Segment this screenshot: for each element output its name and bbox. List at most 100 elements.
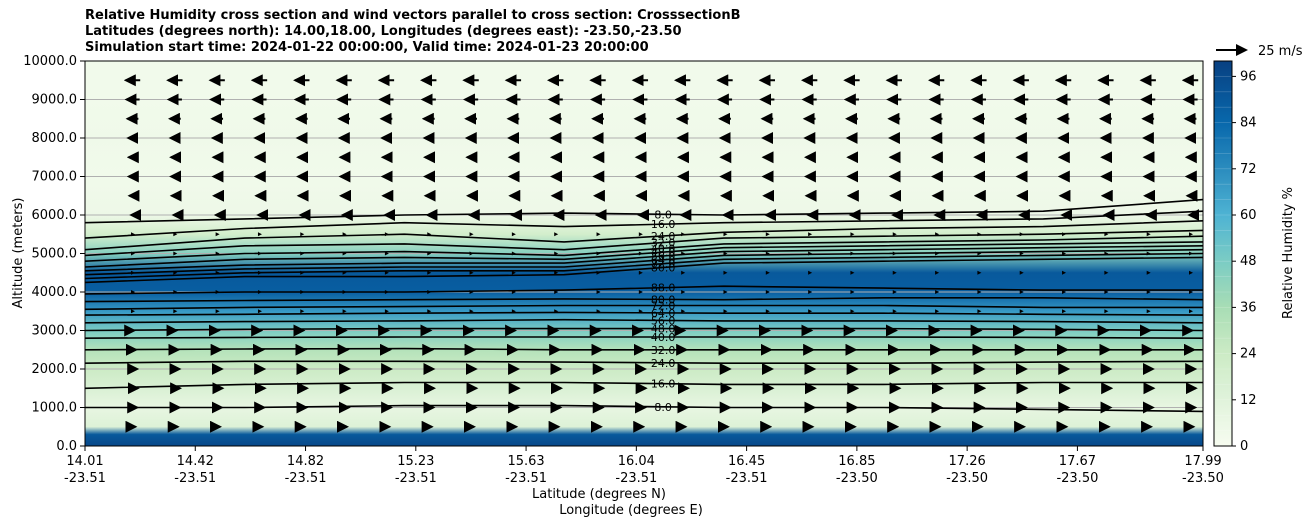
contour-line	[85, 248, 1203, 276]
wind-vector	[384, 232, 389, 237]
contour-line	[85, 336, 1203, 339]
contour-line	[85, 241, 1203, 268]
wind-vector	[1189, 309, 1193, 314]
wind-vector	[131, 251, 135, 256]
colorbar-tick-label: 84	[1240, 116, 1257, 131]
contour-line	[85, 285, 1203, 295]
x-tick-label-lon: -23.51	[505, 471, 547, 486]
wind-vector	[808, 309, 813, 314]
wind-vector	[215, 232, 220, 237]
colorbar-tick-label: 72	[1240, 162, 1257, 177]
contour-line	[85, 318, 1203, 324]
wind-vector	[638, 251, 643, 256]
wind-vector	[173, 309, 178, 314]
contour-label: 48.0	[651, 323, 676, 336]
colorbar-tick-label: 0	[1240, 439, 1248, 454]
colorbar-tick-label: 48	[1240, 254, 1257, 269]
wind-vector	[596, 270, 601, 275]
y-tick-label: 4000.0	[32, 285, 78, 300]
y-tick-label: 7000.0	[32, 170, 78, 185]
contour-label: 88.0	[651, 282, 676, 295]
wind-vector	[1146, 270, 1151, 275]
contour-label: 16.0	[651, 378, 676, 391]
wind-vector	[511, 251, 516, 256]
wind-vector	[850, 251, 855, 256]
wind-vector	[131, 270, 135, 275]
x-tick-label-lat: 15.63	[507, 454, 544, 469]
contour-label: 40.0	[651, 242, 676, 255]
contour-label: 32.0	[651, 236, 676, 249]
wind-vector	[1146, 290, 1151, 294]
wind-vector	[1062, 290, 1067, 294]
y-tick-label: 0.0	[56, 439, 77, 454]
wind-vector	[427, 270, 432, 275]
contour-line	[85, 229, 1203, 257]
x-tick-label-lat: 17.26	[949, 454, 986, 469]
wind-vector	[681, 270, 686, 275]
wind-vector	[215, 251, 220, 256]
wind-vector	[511, 270, 516, 275]
wind-vector	[765, 290, 770, 294]
wind-vector	[342, 232, 347, 237]
wind-vector	[384, 251, 389, 256]
x-tick-label-lon: -23.50	[1182, 471, 1224, 486]
x-tick-label-lon: -23.50	[1056, 471, 1098, 486]
contour-label: 56.0	[651, 250, 676, 263]
wind-vector	[1019, 232, 1024, 237]
wind-vectors	[123, 74, 1200, 433]
contour-label: 8.0	[654, 208, 672, 221]
contour-line	[85, 235, 1203, 262]
wind-vector	[977, 270, 982, 275]
wind-vector	[850, 290, 855, 294]
wind-vector	[1189, 290, 1193, 294]
wind-vector	[1019, 309, 1024, 314]
wind-vector	[850, 270, 855, 275]
wind-vector	[892, 232, 897, 237]
wind-vector	[469, 290, 474, 294]
wind-vector	[892, 251, 897, 256]
wind-vector	[215, 309, 220, 314]
contour-label: 8.0	[654, 401, 672, 414]
wind-vector	[1189, 270, 1193, 275]
wind-vector	[765, 309, 770, 314]
contour-line	[85, 220, 1203, 251]
wind-vector	[1019, 290, 1024, 294]
contour-label: 24.0	[651, 230, 676, 243]
wind-vector	[469, 251, 474, 256]
contour-line	[85, 311, 1203, 316]
x-tick-label-lon: -23.51	[726, 471, 768, 486]
wind-vector	[427, 290, 432, 294]
x-tick-label-lon: -23.51	[395, 471, 437, 486]
contour-label: 40.0	[651, 331, 676, 344]
wind-vector	[681, 309, 686, 314]
wind-vector	[427, 232, 432, 237]
wind-key: 25 m/s	[1216, 44, 1303, 59]
wind-vector	[638, 309, 643, 314]
colorbar-frame	[1213, 60, 1233, 447]
chart-title-line-3: Simulation start time: 2024-01-22 00:00:…	[85, 40, 649, 55]
wind-vector	[1146, 251, 1151, 256]
wind-vector	[1062, 251, 1067, 256]
x-tick-label-lat: 16.04	[618, 454, 655, 469]
wind-vector	[977, 251, 982, 256]
wind-vector	[681, 290, 686, 294]
wind-vector	[765, 232, 770, 237]
wind-vector	[257, 270, 262, 275]
wind-vector	[257, 290, 262, 294]
wind-vector	[300, 232, 305, 237]
y-tick-label: 9000.0	[32, 93, 78, 108]
wind-vector	[723, 290, 728, 294]
wind-vector	[1104, 232, 1109, 237]
y-tick-label: 3000.0	[32, 324, 78, 339]
wind-vector	[173, 251, 178, 256]
x-tick-label-lat: 17.99	[1184, 454, 1221, 469]
wind-vector	[215, 290, 220, 294]
wind-vector	[300, 270, 305, 275]
wind-vector	[935, 290, 940, 294]
wind-vector	[342, 309, 347, 314]
wind-vector	[1146, 232, 1151, 237]
contour-label: 72.0	[651, 299, 676, 312]
x-axis-label-longitude: Longitude (degrees E)	[559, 503, 703, 518]
wind-vector	[935, 270, 940, 275]
